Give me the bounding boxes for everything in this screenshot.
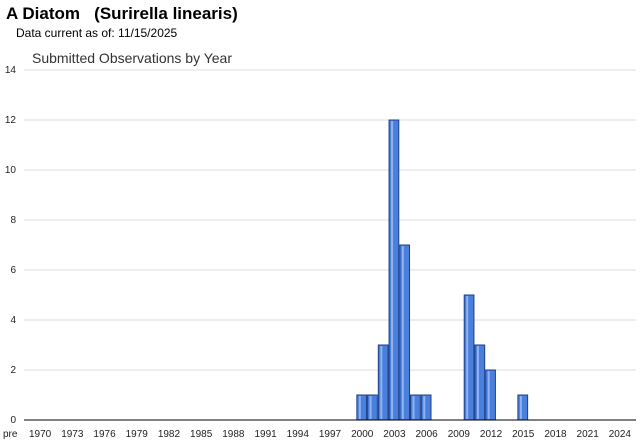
y-tick-label: 14 [5,65,17,76]
x-tick-label: 2024 [609,429,632,440]
x-tick-label: 1976 [93,429,116,440]
x-axis-ticks: pre 1970 1973 1976 1979 1982 1985 1988 1991 1994 1… [3,429,631,440]
bar-highlight [391,121,394,419]
bar-highlight [369,396,372,419]
data-date: Data current as of: 11/15/2025 [16,26,178,40]
y-tick-label: 8 [10,215,16,226]
bar-2011 [474,344,486,421]
x-tick-label: 2021 [577,429,600,440]
y-tick-label: 0 [10,415,16,426]
bar-2005 [410,394,421,421]
x-tick-label: 1970 [29,429,52,440]
x-tick-label: 1985 [190,429,213,440]
bar-2002 [377,344,389,421]
y-tick-label: 2 [10,365,16,376]
bar-2003 [388,119,400,421]
x-tick-label: 2009 [448,429,471,440]
y-tick-label: 10 [5,165,17,176]
x-tick-label: 1991 [254,429,277,440]
x-tick-label: 1979 [126,429,149,440]
x-tick-label: 1997 [319,429,342,440]
x-tick-label: 1994 [287,429,310,440]
y-tick-label: 4 [10,315,16,326]
bar-highlight [423,396,426,419]
bar-2015 [517,394,529,421]
x-tick-label: 2003 [383,429,406,440]
x-tick-label: 2018 [544,429,567,440]
x-tick-label: 1973 [61,429,84,440]
bar-highlight [380,346,383,419]
bar-highlight [519,396,522,419]
bar-highlight [412,396,415,419]
y-tick-label: 12 [5,115,17,126]
bar-highlight [466,296,469,419]
x-tick-label: pre [3,429,18,440]
bar-2006 [420,394,432,421]
bar-2000 [356,394,368,421]
x-tick-label: 1988 [222,429,245,440]
bar-highlight [358,396,361,419]
bar-highlight [487,371,490,419]
x-tick-label: 1982 [158,429,181,440]
y-axis-ticks: 0 2 4 6 8 10 12 14 [5,65,17,426]
x-tick-label: 2000 [351,429,374,440]
x-tick-label: 2015 [512,429,535,440]
x-tick-label: 2006 [416,429,439,440]
bar-2004 [399,244,411,421]
bar-2012 [485,369,496,421]
y-tick-label: 6 [10,265,16,276]
chart-title: Submitted Observations by Year [32,50,233,66]
x-tick-label: 2012 [480,429,503,440]
gridlines [24,69,636,371]
bar-highlight [401,246,404,419]
species-title: A Diatom (Surirella linearis) [6,4,238,23]
bar-2001 [367,394,378,421]
bar-highlight [476,346,479,419]
bar-2010 [463,294,475,421]
bars [356,119,529,421]
